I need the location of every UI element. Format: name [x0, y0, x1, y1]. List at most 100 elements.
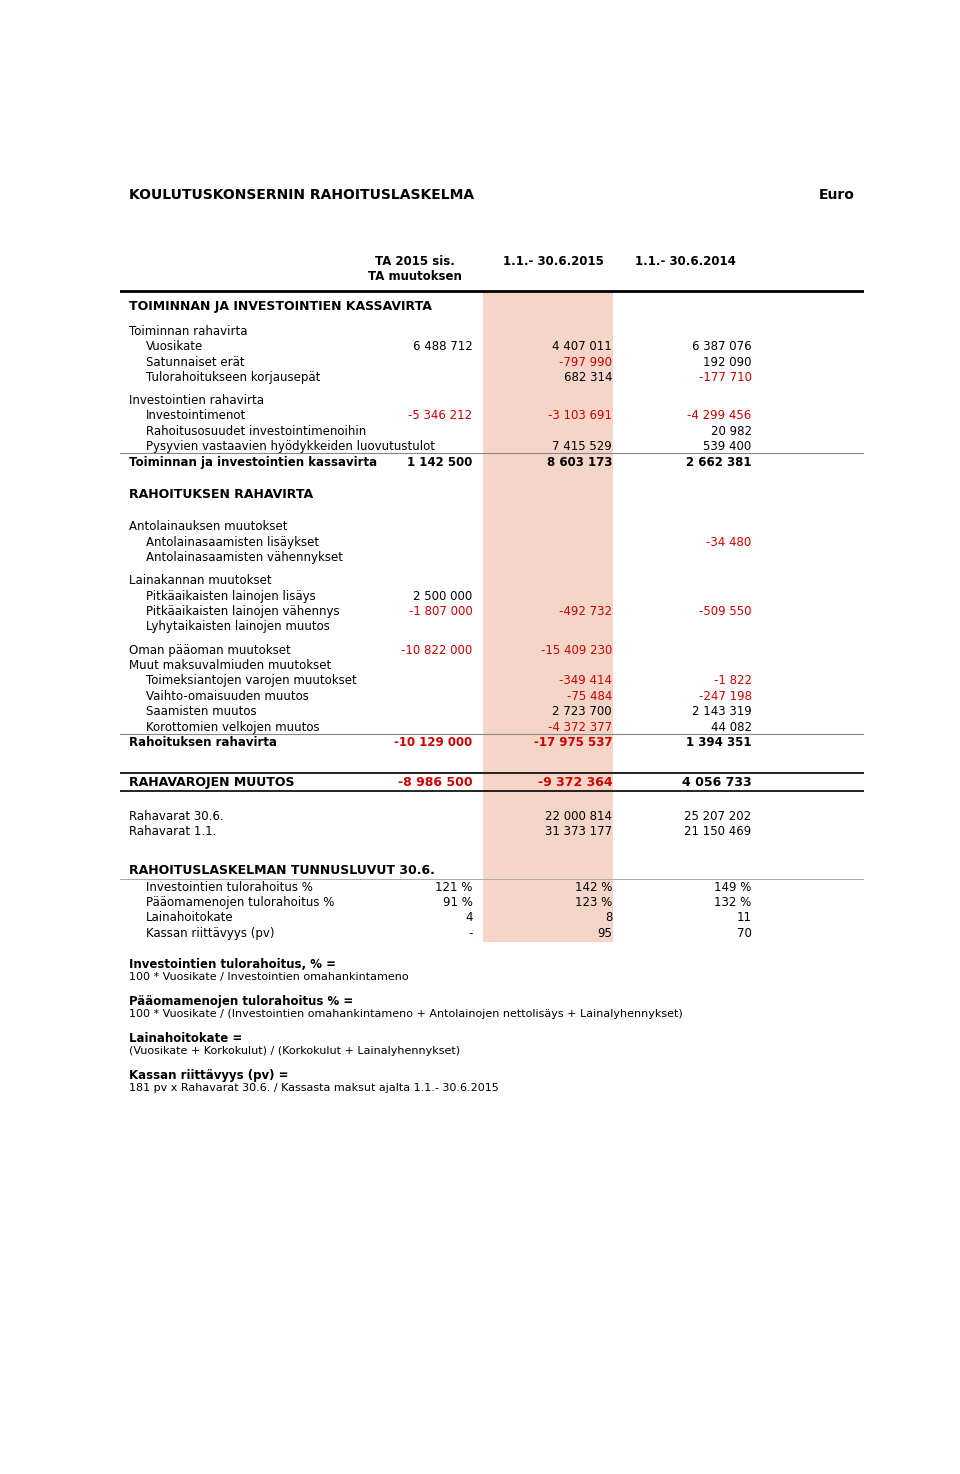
Text: Antolainasaamisten lisäykset: Antolainasaamisten lisäykset — [146, 535, 320, 548]
Text: Lainakannan muutokset: Lainakannan muutokset — [130, 575, 272, 587]
Text: -4 372 377: -4 372 377 — [548, 721, 612, 734]
Text: -492 732: -492 732 — [559, 604, 612, 618]
Text: 2 143 319: 2 143 319 — [692, 705, 752, 718]
Text: Lyhytaikaisten lainojen muutos: Lyhytaikaisten lainojen muutos — [146, 621, 330, 634]
Text: Saamisten muutos: Saamisten muutos — [146, 705, 257, 718]
Text: 2 723 700: 2 723 700 — [553, 705, 612, 718]
Text: -509 550: -509 550 — [699, 604, 752, 618]
Text: 4: 4 — [466, 911, 472, 924]
Text: RAHAVAROJEN MUUTOS: RAHAVAROJEN MUUTOS — [130, 775, 295, 789]
Text: -10 822 000: -10 822 000 — [401, 644, 472, 656]
Text: -3 103 691: -3 103 691 — [548, 410, 612, 423]
Text: -1 822: -1 822 — [713, 674, 752, 687]
Text: 149 %: 149 % — [714, 880, 752, 893]
Text: Vaihto-omaisuuden muutos: Vaihto-omaisuuden muutos — [146, 690, 309, 703]
Text: Investointien tulorahoitus %: Investointien tulorahoitus % — [146, 880, 313, 893]
Text: Rahavarat 1.1.: Rahavarat 1.1. — [130, 825, 217, 839]
Text: 91 %: 91 % — [443, 896, 472, 909]
Text: Muut maksuvalmiuden muutokset: Muut maksuvalmiuden muutokset — [130, 659, 331, 672]
Text: 22 000 814: 22 000 814 — [545, 809, 612, 822]
Text: 132 %: 132 % — [714, 896, 752, 909]
Text: 1.1.- 30.6.2015: 1.1.- 30.6.2015 — [503, 255, 604, 268]
Text: (Vuosikate + Korkokulut) / (Korkokulut + Lainalyhennykset): (Vuosikate + Korkokulut) / (Korkokulut +… — [130, 1047, 461, 1057]
FancyBboxPatch shape — [483, 290, 612, 942]
Text: Pitkäaikaisten lainojen lisäys: Pitkäaikaisten lainojen lisäys — [146, 590, 316, 603]
Text: Kassan riittävyys (pv): Kassan riittävyys (pv) — [146, 927, 275, 940]
Text: Rahoituksen rahavirta: Rahoituksen rahavirta — [130, 736, 277, 749]
Text: Lainahoitokate =: Lainahoitokate = — [130, 1032, 243, 1045]
Text: 192 090: 192 090 — [703, 355, 752, 368]
Text: 11: 11 — [736, 911, 752, 924]
Text: -34 480: -34 480 — [707, 535, 752, 548]
Text: 21 150 469: 21 150 469 — [684, 825, 752, 839]
Text: 100 * Vuosikate / (Investointien omahankintameno + Antolainojen nettolisäys + La: 100 * Vuosikate / (Investointien omahank… — [130, 1010, 684, 1019]
Text: -1 807 000: -1 807 000 — [409, 604, 472, 618]
Text: 682 314: 682 314 — [564, 371, 612, 383]
Text: 44 082: 44 082 — [710, 721, 752, 734]
Text: 4 407 011: 4 407 011 — [552, 340, 612, 354]
Text: Oman pääoman muutokset: Oman pääoman muutokset — [130, 644, 291, 656]
Text: TA 2015 sis.
TA muutoksen: TA 2015 sis. TA muutoksen — [368, 255, 462, 283]
Text: -75 484: -75 484 — [566, 690, 612, 703]
Text: RAHOITUKSEN RAHAVIRTA: RAHOITUKSEN RAHAVIRTA — [130, 488, 313, 501]
Text: Rahoitusosuudet investointimenoihin: Rahoitusosuudet investointimenoihin — [146, 425, 367, 438]
Text: -5 346 212: -5 346 212 — [409, 410, 472, 423]
Text: Kassan riittävyys (pv) =: Kassan riittävyys (pv) = — [130, 1069, 289, 1082]
Text: Pääomamenojen tulorahoitus % =: Pääomamenojen tulorahoitus % = — [130, 995, 353, 1008]
Text: -: - — [468, 927, 472, 940]
Text: Investointien tulorahoitus, % =: Investointien tulorahoitus, % = — [130, 958, 336, 971]
Text: 100 * Vuosikate / Investointien omahankintameno: 100 * Vuosikate / Investointien omahanki… — [130, 973, 409, 982]
Text: Lainahoitokate: Lainahoitokate — [146, 911, 234, 924]
Text: 181 pv x Rahavarat 30.6. / Kassasta maksut ajalta 1.1.- 30.6.2015: 181 pv x Rahavarat 30.6. / Kassasta maks… — [130, 1083, 499, 1094]
Text: -10 129 000: -10 129 000 — [395, 736, 472, 749]
Text: -9 372 364: -9 372 364 — [538, 775, 612, 789]
Text: 25 207 202: 25 207 202 — [684, 809, 752, 822]
Text: Antolainauksen muutokset: Antolainauksen muutokset — [130, 520, 288, 534]
Text: Korottomien velkojen muutos: Korottomien velkojen muutos — [146, 721, 320, 734]
Text: Investointien rahavirta: Investointien rahavirta — [130, 394, 264, 407]
Text: -247 198: -247 198 — [699, 690, 752, 703]
Text: 8 603 173: 8 603 173 — [547, 455, 612, 469]
Text: KOULUTUSKONSERNIN RAHOITUSLASKELMA: KOULUTUSKONSERNIN RAHOITUSLASKELMA — [130, 187, 474, 202]
Text: 1 394 351: 1 394 351 — [686, 736, 752, 749]
Text: Pääomamenojen tulorahoitus %: Pääomamenojen tulorahoitus % — [146, 896, 335, 909]
Text: 1 142 500: 1 142 500 — [407, 455, 472, 469]
Text: 4 056 733: 4 056 733 — [682, 775, 752, 789]
Text: 70: 70 — [736, 927, 752, 940]
Text: Tulorahoitukseen korjausерät: Tulorahoitukseen korjausерät — [146, 371, 321, 383]
Text: Toiminnan rahavirta: Toiminnan rahavirta — [130, 324, 248, 338]
Text: 8: 8 — [605, 911, 612, 924]
Text: 123 %: 123 % — [575, 896, 612, 909]
Text: 31 373 177: 31 373 177 — [545, 825, 612, 839]
Text: Satunnaiset erät: Satunnaiset erät — [146, 355, 245, 368]
Text: Toiminnan ja investointien kassavirta: Toiminnan ja investointien kassavirta — [130, 455, 377, 469]
Text: Rahavarat 30.6.: Rahavarat 30.6. — [130, 809, 224, 822]
Text: -797 990: -797 990 — [559, 355, 612, 368]
Text: 6 387 076: 6 387 076 — [692, 340, 752, 354]
Text: Pitkäaikaisten lainojen vähennys: Pitkäaikaisten lainojen vähennys — [146, 604, 340, 618]
Text: 539 400: 539 400 — [704, 441, 752, 453]
Text: 2 662 381: 2 662 381 — [686, 455, 752, 469]
Text: 20 982: 20 982 — [710, 425, 752, 438]
Text: 7 415 529: 7 415 529 — [552, 441, 612, 453]
Text: -4 299 456: -4 299 456 — [687, 410, 752, 423]
Text: Toimeksiantojen varojen muutokset: Toimeksiantojen varojen muutokset — [146, 674, 357, 687]
Text: -17 975 537: -17 975 537 — [534, 736, 612, 749]
Text: 142 %: 142 % — [575, 880, 612, 893]
Text: RAHOITUSLASKELMAN TUNNUSLUVUT 30.6.: RAHOITUSLASKELMAN TUNNUSLUVUT 30.6. — [130, 864, 435, 877]
Text: -15 409 230: -15 409 230 — [540, 644, 612, 656]
Text: Euro: Euro — [819, 187, 854, 202]
Text: 121 %: 121 % — [435, 880, 472, 893]
Text: Antolainasaamisten vähennykset: Antolainasaamisten vähennykset — [146, 551, 344, 565]
Text: Pysyvien vastaavien hyödykkeiden luovutustulot: Pysyvien vastaavien hyödykkeiden luovutu… — [146, 441, 435, 453]
Text: 95: 95 — [597, 927, 612, 940]
Text: -8 986 500: -8 986 500 — [398, 775, 472, 789]
Text: -349 414: -349 414 — [559, 674, 612, 687]
Text: -177 710: -177 710 — [699, 371, 752, 383]
Text: 6 488 712: 6 488 712 — [413, 340, 472, 354]
Text: 2 500 000: 2 500 000 — [414, 590, 472, 603]
Text: 1.1.- 30.6.2014: 1.1.- 30.6.2014 — [636, 255, 736, 268]
Text: Vuosikate: Vuosikate — [146, 340, 204, 354]
Text: TOIMINNAN JA INVESTOINTIEN KASSAVIRTA: TOIMINNAN JA INVESTOINTIEN KASSAVIRTA — [130, 301, 432, 312]
Text: Investointimenot: Investointimenot — [146, 410, 247, 423]
